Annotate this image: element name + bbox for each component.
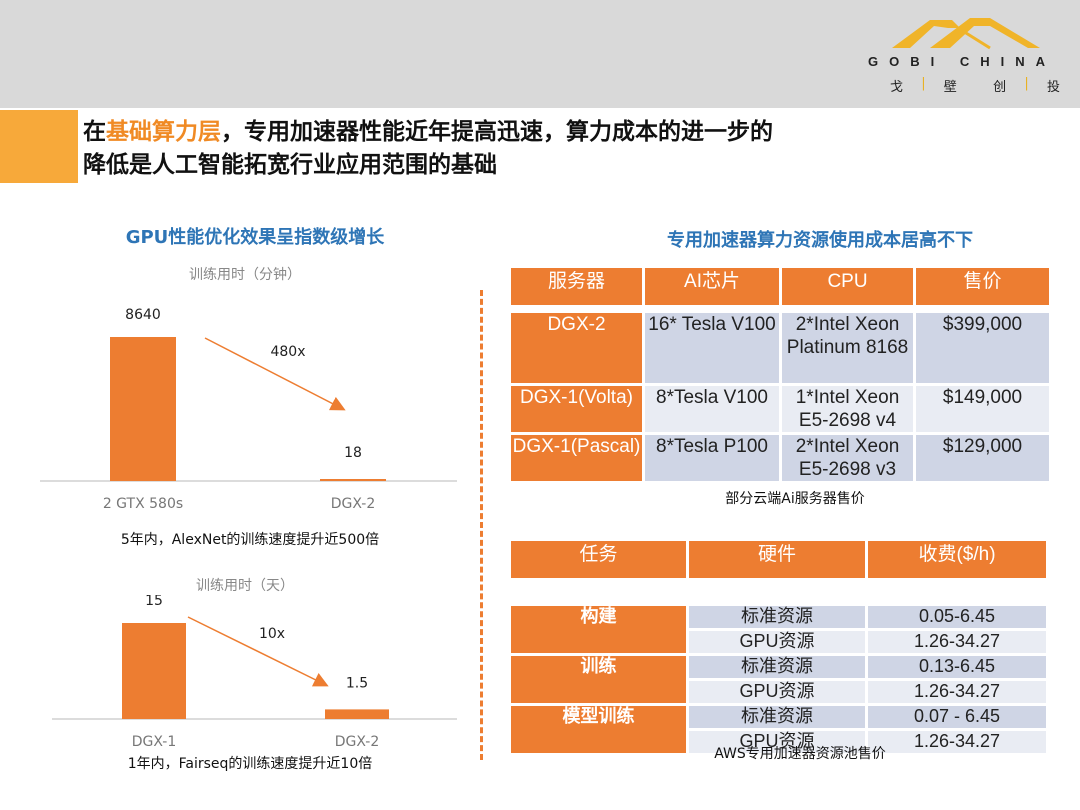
cell: 1.26-34.27: [868, 681, 1046, 703]
cell: GPU资源: [689, 731, 865, 753]
cell: DGX-1(Volta): [511, 386, 642, 432]
bar: [325, 709, 389, 719]
server-price-table: 服务器 AI芯片 CPU 售价 DGX-2 16* Tesla V100 2*I…: [508, 265, 1052, 484]
value-label: 15: [145, 595, 163, 609]
value-label: 8640: [125, 307, 161, 323]
cell: 1.26-34.27: [868, 731, 1046, 753]
divider-line: [480, 290, 483, 760]
title-line2: 降低是人工智能拓宽行业应用范围的基础: [83, 152, 497, 178]
trend-arrow: [204, 337, 346, 411]
right-subtitle: 专用加速器算力资源使用成本居高不下: [667, 230, 973, 251]
multiplier-annotation: 480x: [270, 344, 305, 360]
table-row: 构建 标准资源 0.05-6.45: [511, 606, 1046, 653]
task-cell: 构建: [511, 606, 686, 653]
task-cell: 训练: [511, 656, 686, 703]
header-cell: 任务: [511, 541, 686, 578]
header-cell: 服务器: [511, 268, 642, 305]
bar: [320, 479, 386, 481]
cell: 2*Intel Xeon E5-2698 v3: [782, 435, 913, 481]
chart2: 15 DGX-1 1.5 DGX-2 10x: [52, 595, 457, 750]
cell: 16* Tesla V100: [645, 313, 779, 383]
value-label: 18: [344, 445, 362, 461]
cell: 8*Tesla P100: [645, 435, 779, 481]
task-cell: 模型训练: [511, 706, 686, 753]
cell: 标准资源: [689, 706, 865, 728]
category-label: DGX-2: [331, 496, 375, 512]
cell: 标准资源: [689, 606, 865, 628]
table-header-row: 任务 硬件 收费($/h): [511, 541, 1046, 578]
cell: $149,000: [916, 386, 1049, 432]
table-row: 模型训练 标准资源 0.07 - 6.45: [511, 706, 1046, 753]
cell: GPU资源: [689, 681, 865, 703]
header-band: [0, 0, 1080, 108]
chart1-title: 训练用时（分钟）: [189, 267, 301, 283]
category-label: DGX-2: [335, 734, 379, 750]
title-highlight: 基础算力层: [106, 119, 221, 145]
title-text: ，专用加速器性能近年提高迅速，算力成本的进一步的: [221, 119, 773, 145]
bar: [110, 337, 176, 481]
header-cell: 收费($/h): [868, 541, 1046, 578]
category-label: 2 GTX 580s: [103, 496, 183, 512]
header-cell: 售价: [916, 268, 1049, 305]
value-label: 1.5: [346, 675, 368, 691]
table-row: 训练 标准资源 0.13-6.45: [511, 656, 1046, 703]
chart1-caption: 5年内，AlexNet的训练速度提升近500倍: [120, 532, 380, 548]
table-header-row: 服务器 AI芯片 CPU 售价: [511, 268, 1049, 305]
multiplier-annotation: 10x: [259, 626, 285, 642]
table-row: GPU资源 1.26-34.27: [511, 631, 1046, 653]
header-cell: CPU: [782, 268, 913, 305]
table1-caption: 部分云端Ai服务器售价: [725, 491, 865, 507]
logo-chinese: 戈 | 壁 创 | 投: [890, 76, 1060, 95]
cell: DGX-1(Pascal): [511, 435, 642, 481]
bar: [122, 623, 186, 719]
page-title: 在基础算力层，专用加速器性能近年提高迅速，算力成本的进一步的 降低是人工智能拓宽…: [83, 116, 1073, 182]
logo-char: 壁: [943, 80, 957, 95]
cell: 0.05-6.45: [868, 606, 1046, 628]
table-row: DGX-1(Pascal) 8*Tesla P100 2*Intel Xeon …: [511, 435, 1049, 481]
cell: $399,000: [916, 313, 1049, 383]
header-cell: AI芯片: [645, 268, 779, 305]
logo-char: 创: [993, 80, 1007, 95]
logo-char: 投: [1046, 80, 1060, 95]
table-row: DGX-2 16* Tesla V100 2*Intel Xeon Platin…: [511, 313, 1049, 383]
cell: 8*Tesla V100: [645, 386, 779, 432]
table-row: GPU资源 1.26-34.27: [511, 731, 1046, 753]
cell: $129,000: [916, 435, 1049, 481]
cell: 0.07 - 6.45: [868, 706, 1046, 728]
category-label: DGX-1: [132, 734, 176, 750]
aws-price-table: 任务 硬件 收费($/h) 构建 标准资源 0.05-6.45 GPU资源 1.26-…: [508, 538, 1049, 756]
cell: 2*Intel Xeon Platinum 8168: [782, 313, 913, 383]
title-accent-block: [0, 110, 78, 183]
logo-text: GOBI CHINA: [868, 54, 1056, 69]
table-row: DGX-1(Volta) 8*Tesla V100 1*Intel Xeon E…: [511, 386, 1049, 432]
header-cell: 硬件: [689, 541, 865, 578]
cell: 1*Intel Xeon E5-2698 v4: [782, 386, 913, 432]
chart1: 8640 2 GTX 580s 18 DGX-2 480x: [40, 307, 457, 512]
table-row: GPU资源 1.26-34.27: [511, 681, 1046, 703]
cell: 标准资源: [689, 656, 865, 678]
logo-char: 戈: [890, 80, 904, 95]
title-text: 在: [83, 119, 106, 145]
trend-arrow: [187, 616, 329, 687]
cell: GPU资源: [689, 631, 865, 653]
cell: 0.13-6.45: [868, 656, 1046, 678]
cell: 1.26-34.27: [868, 631, 1046, 653]
table2-caption: AWS专用加速器资源池售价: [714, 746, 886, 762]
chart2-title: 训练用时（天）: [196, 578, 294, 594]
left-subtitle: GPU性能优化效果呈指数级增长: [125, 227, 385, 248]
cell: DGX-2: [511, 313, 642, 383]
chart2-caption: 1年内，Fairseq的训练速度提升近10倍: [127, 756, 373, 772]
logo-mountain-icon: [892, 18, 1040, 50]
